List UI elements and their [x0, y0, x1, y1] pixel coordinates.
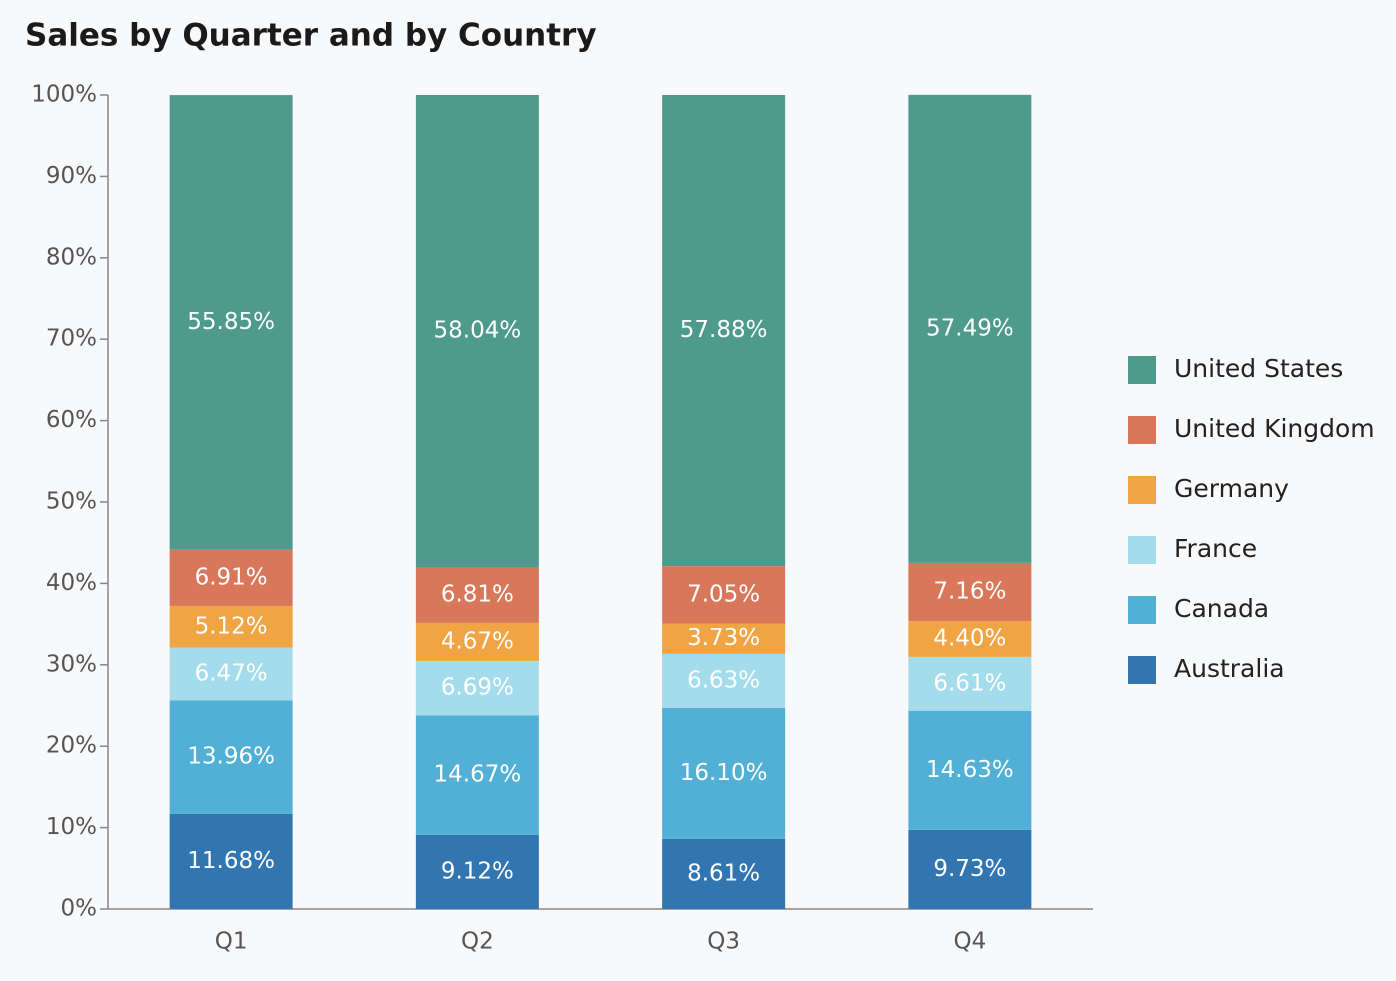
legend-label: Germany [1174, 474, 1289, 503]
value-label: 9.12% [441, 858, 514, 884]
legend-label: United Kingdom [1174, 414, 1375, 443]
value-label: 7.16% [933, 578, 1006, 604]
value-label: 4.67% [441, 628, 514, 654]
bar-segment [415, 622, 539, 661]
value-label: 3.73% [687, 625, 760, 651]
bar-segment [908, 656, 1032, 711]
y-tick-label: 0% [61, 896, 98, 922]
y-tick-label: 50% [46, 489, 97, 515]
y-tick-label: 70% [46, 326, 97, 352]
y-tick-label: 90% [46, 163, 97, 189]
value-label: 8.61% [687, 860, 760, 886]
y-tick-label: 80% [46, 244, 97, 270]
bar-segment [908, 94, 1032, 563]
legend-label: Australia [1174, 654, 1285, 683]
x-tick-label: Q4 [954, 929, 987, 955]
y-tick-label: 30% [46, 651, 97, 677]
y-tick-label: 20% [46, 733, 97, 759]
value-label: 13.96% [187, 744, 275, 770]
bar-segment [662, 95, 786, 567]
bar-segment [169, 813, 293, 909]
legend-swatch [1128, 596, 1156, 624]
bar-segment [662, 707, 786, 839]
y-tick-label: 10% [46, 814, 97, 840]
value-label: 6.61% [933, 670, 1006, 696]
value-label: 58.04% [434, 318, 522, 344]
bar-segment [415, 834, 539, 909]
bar-segment [908, 562, 1032, 622]
value-label: 14.63% [926, 757, 1014, 783]
value-label: 9.73% [933, 856, 1006, 882]
legend-swatch [1128, 656, 1156, 684]
bar-segment [908, 710, 1032, 830]
value-label: 55.85% [187, 309, 275, 335]
value-label: 14.67% [434, 762, 522, 788]
bar-segment [169, 700, 293, 814]
bar-segment [169, 95, 293, 550]
bar-segment [169, 549, 293, 606]
x-tick-label: Q3 [707, 929, 740, 955]
value-label: 5.12% [195, 613, 268, 639]
legend-swatch [1128, 416, 1156, 444]
legend-label: Canada [1174, 594, 1269, 623]
x-tick-label: Q1 [215, 929, 248, 955]
bar-segment [908, 829, 1032, 909]
bar-segment [415, 95, 539, 568]
value-label: 6.91% [195, 564, 268, 590]
chart-title: Sales by Quarter and by Country [25, 18, 597, 54]
x-tick-label: Q2 [461, 929, 494, 955]
value-label: 6.81% [441, 582, 514, 608]
bar-segment [662, 566, 786, 624]
value-label: 11.68% [187, 848, 275, 874]
bar-segment [908, 621, 1032, 657]
legend-label: France [1174, 534, 1257, 563]
bar-segment [169, 605, 293, 648]
bar-segment [415, 660, 539, 716]
y-tick-label: 60% [46, 407, 97, 433]
value-label: 6.63% [687, 667, 760, 693]
value-label: 57.88% [680, 317, 768, 343]
value-label: 7.05% [687, 581, 760, 607]
y-tick-label: 40% [46, 570, 97, 596]
legend-label: United States [1174, 354, 1343, 383]
value-label: 6.47% [195, 660, 268, 686]
value-label: 4.40% [933, 625, 1006, 651]
bar-segment [415, 715, 539, 835]
bar-segment [415, 567, 539, 623]
legend-swatch [1128, 356, 1156, 384]
bar-segment [169, 647, 293, 701]
value-label: 6.69% [441, 675, 514, 701]
bar-segment [662, 653, 786, 708]
legend-swatch [1128, 536, 1156, 564]
bar-segment [662, 623, 786, 654]
value-label: 16.10% [680, 760, 768, 786]
value-label: 57.49% [926, 315, 1014, 341]
legend-swatch [1128, 476, 1156, 504]
y-tick-label: 100% [31, 82, 97, 108]
bar-segment [662, 838, 786, 909]
